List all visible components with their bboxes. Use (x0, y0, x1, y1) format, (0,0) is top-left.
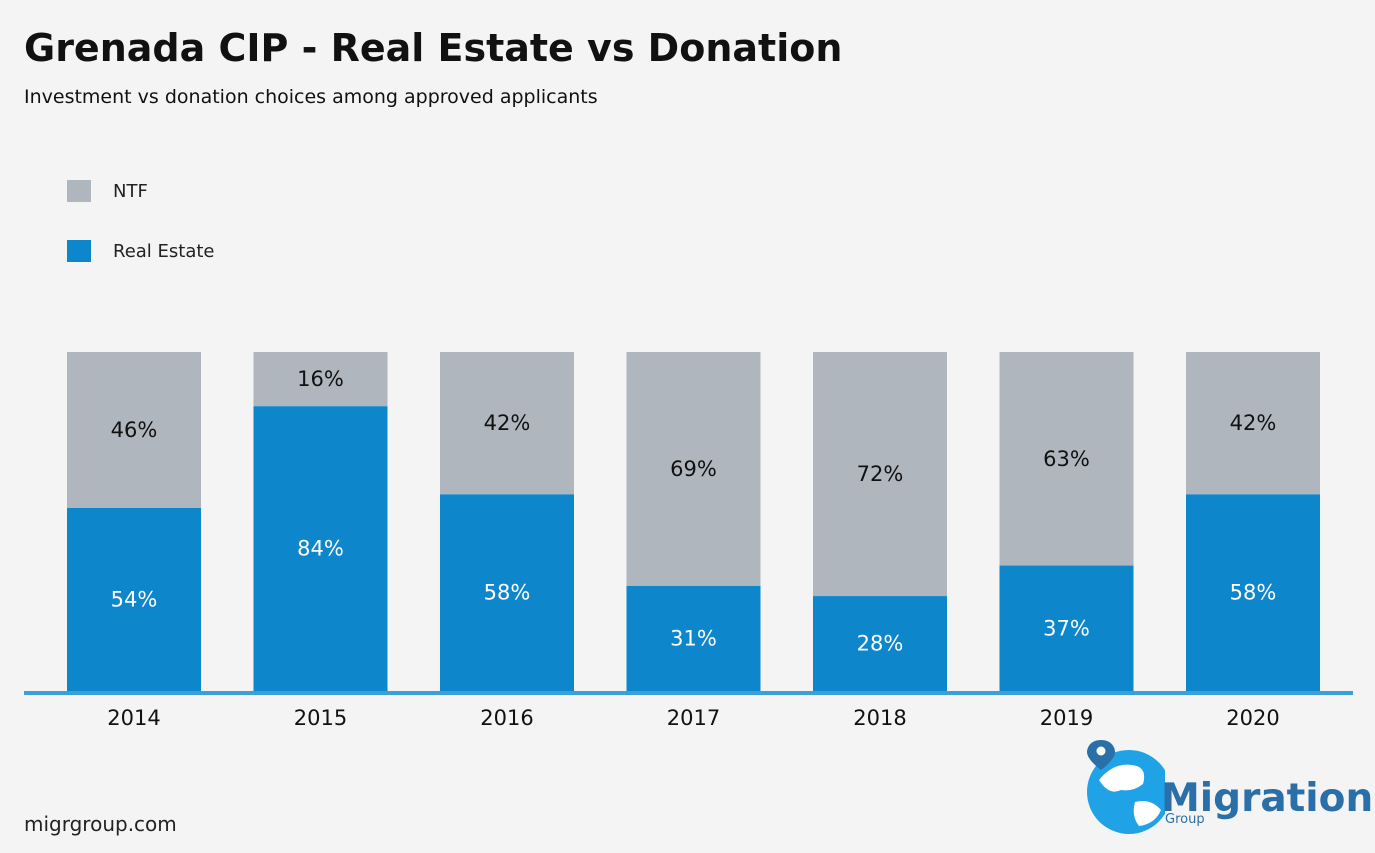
data-label-real-estate-2015: 84% (297, 537, 344, 561)
data-label-ntf-2020: 42% (1230, 411, 1277, 435)
x-tick-label-2018: 2018 (853, 706, 906, 730)
bar-ntf-2017 (626, 352, 761, 586)
bar-real-estate-2016 (440, 494, 574, 691)
logo-wordmark: Migration (1161, 776, 1374, 821)
data-label-real-estate-2016: 58% (484, 581, 531, 605)
bar-real-estate-2017 (626, 585, 761, 691)
legend-swatch-ntf (67, 180, 91, 202)
data-label-ntf-2015: 16% (297, 367, 344, 391)
bar-real-estate-2015 (253, 406, 388, 691)
data-label-real-estate-2020: 58% (1230, 581, 1277, 605)
legend-label-real-estate: Real Estate (113, 240, 215, 262)
x-tick-label-2015: 2015 (294, 706, 347, 730)
data-label-ntf-2018: 72% (857, 462, 904, 486)
globe-pin-icon (1087, 740, 1171, 834)
data-label-real-estate-2017: 31% (670, 626, 717, 650)
bar-ntf-2019 (999, 352, 1134, 566)
chart-subtitle: Investment vs donation choices among app… (24, 86, 598, 108)
bar-real-estate-2020 (1186, 494, 1320, 691)
data-label-ntf-2014: 46% (111, 418, 158, 442)
legend-swatch-real-estate (67, 240, 91, 262)
bar-ntf-2014 (67, 352, 201, 508)
x-tick-label-2019: 2019 (1040, 706, 1093, 730)
bar-ntf-2015 (253, 352, 388, 407)
x-tick-label-2014: 2014 (107, 706, 160, 730)
bar-ntf-2016 (440, 352, 574, 495)
data-label-real-estate-2018: 28% (857, 632, 904, 656)
bar-real-estate-2018 (813, 596, 947, 691)
legend-label-ntf: NTF (113, 180, 148, 202)
data-label-ntf-2019: 63% (1043, 447, 1090, 471)
x-tick-label-2016: 2016 (480, 706, 533, 730)
bar-ntf-2018 (813, 352, 947, 597)
legend-entry-real-estate: Real Estate (67, 240, 215, 262)
data-label-real-estate-2019: 37% (1043, 616, 1090, 640)
bar-real-estate-2019 (999, 565, 1134, 691)
x-tick-label-2017: 2017 (667, 706, 720, 730)
chart-title: Grenada CIP - Real Estate vs Donation (24, 26, 843, 70)
logo-subtitle: Group (1165, 812, 1205, 827)
footer-url: migrgroup.com (24, 812, 177, 836)
bar-real-estate-2014 (67, 507, 201, 691)
data-label-real-estate-2014: 54% (111, 587, 158, 611)
migration-group-logo: Migration Group (1085, 740, 1373, 835)
bar-ntf-2020 (1186, 352, 1320, 495)
x-axis-line (24, 691, 1353, 695)
x-tick-label-2020: 2020 (1226, 706, 1279, 730)
legend-entry-ntf: NTF (67, 180, 148, 202)
data-label-ntf-2017: 69% (670, 457, 717, 481)
data-label-ntf-2016: 42% (484, 411, 531, 435)
